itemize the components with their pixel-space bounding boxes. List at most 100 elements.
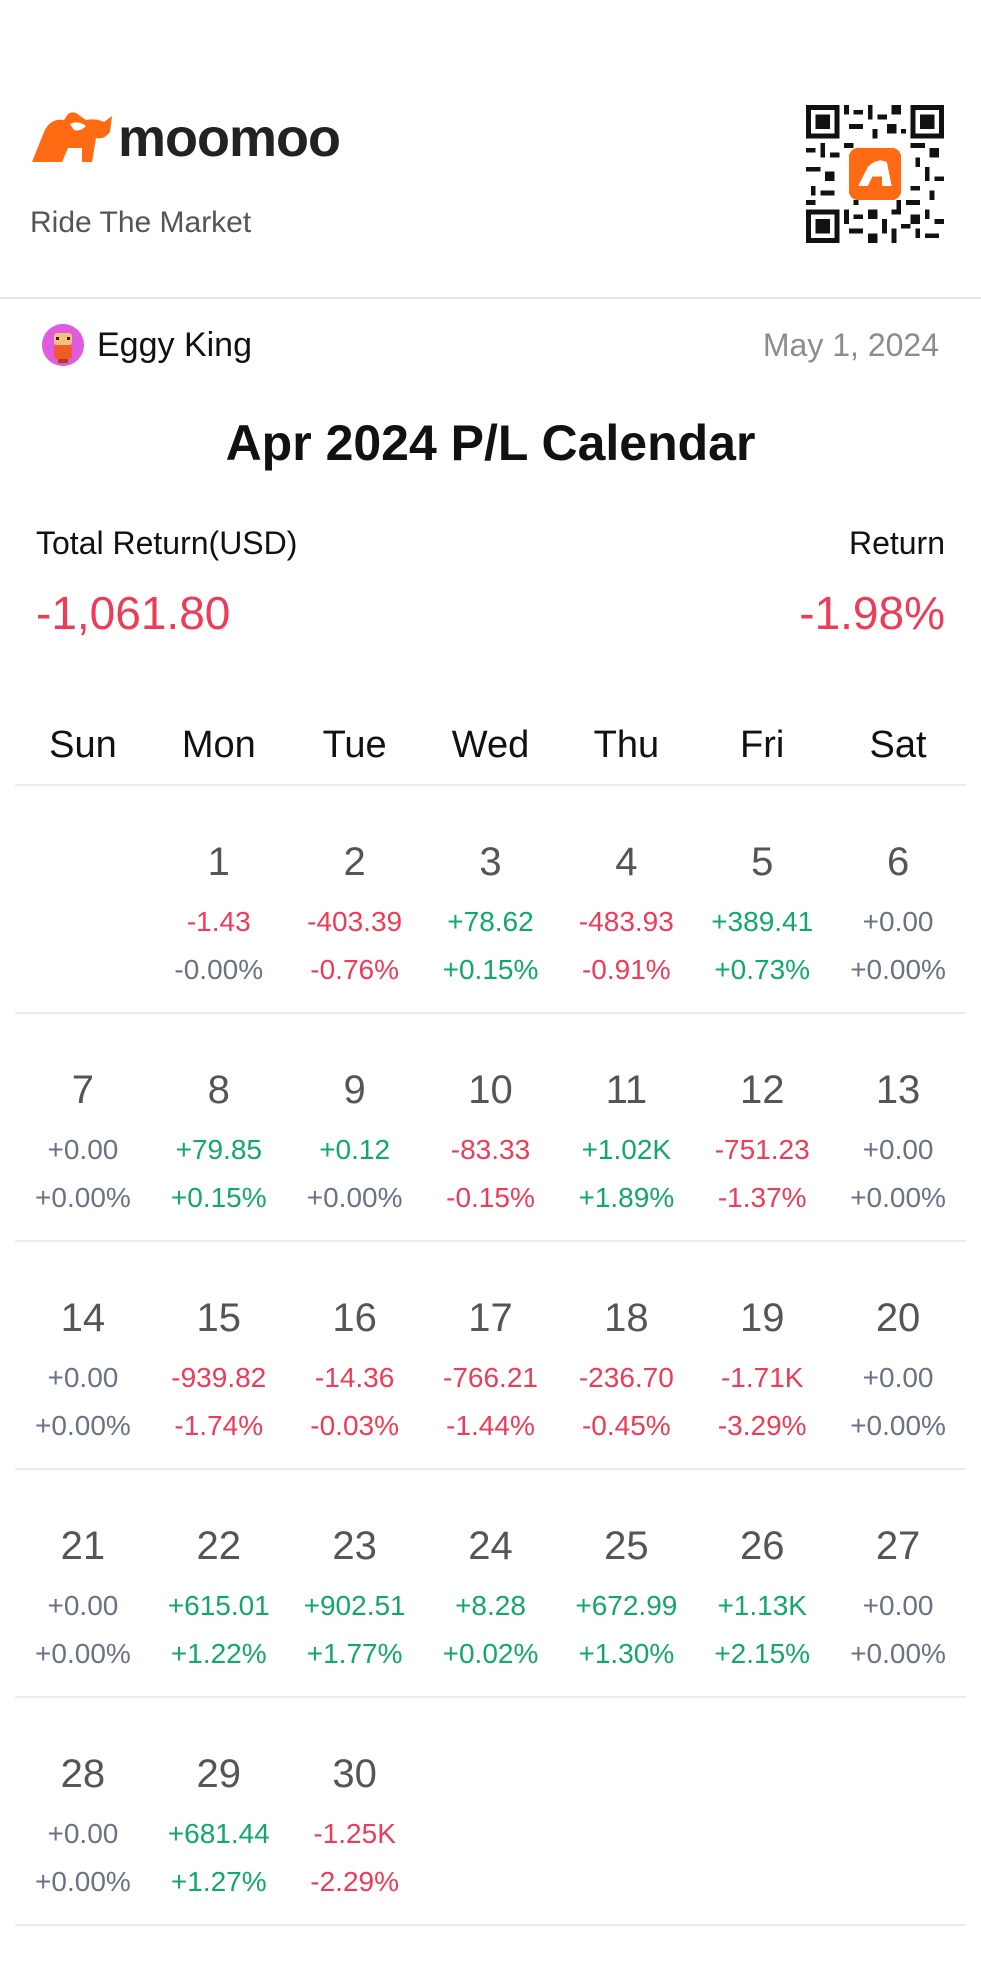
day-pl-amount: +0.00 xyxy=(862,1590,934,1621)
avatar-character-icon xyxy=(42,324,84,366)
day-number: 14 xyxy=(60,1296,106,1340)
day-pl-percent: -0.91% xyxy=(581,954,671,985)
brand-tagline: Ride The Market xyxy=(30,206,252,239)
day-pl-percent: +0.15% xyxy=(170,1182,267,1213)
day-pl-amount: +1.02K xyxy=(581,1134,672,1165)
day-number: 1 xyxy=(207,840,230,884)
calendar-day-cell[interactable]: 28 +0.00 +0.00% xyxy=(15,1698,151,1924)
weekday-mon: Mon xyxy=(181,724,256,766)
day-pl-percent: +1.27% xyxy=(170,1866,267,1897)
day-pl-percent: -1.44% xyxy=(446,1410,535,1441)
brand-name: moomoo xyxy=(118,108,341,168)
day-pl-percent: -3.29% xyxy=(717,1410,807,1441)
calendar-day-cell[interactable]: 23 +902.51 +1.77% xyxy=(287,1470,423,1696)
pl-calendar: Sun Mon Tue Wed Thu Fri Sat 1 -1.43 -0.00% 2 -403.… xyxy=(15,706,966,1926)
calendar-day-cell[interactable]: 26 +1.13K +2.15% xyxy=(694,1470,830,1696)
day-pl-percent: -0.76% xyxy=(310,954,399,985)
qr-code-icon xyxy=(806,105,944,243)
day-number: 18 xyxy=(604,1296,649,1340)
day-pl-amount: +672.99 xyxy=(575,1590,678,1621)
day-pl-amount: +78.62 xyxy=(447,906,534,937)
weekday-sun: Sun xyxy=(49,724,117,766)
day-number: 20 xyxy=(875,1296,921,1340)
calendar-day-cell[interactable]: 27 +0.00 +0.00% xyxy=(830,1470,966,1696)
calendar-day-cell[interactable]: 1 -1.43 -0.00% xyxy=(151,786,287,1012)
calendar-day-cell[interactable]: 29 +681.44 +1.27% xyxy=(151,1698,287,1924)
calendar-day-cell[interactable]: 17 -766.21 -1.44% xyxy=(423,1242,559,1468)
calendar-day-cell[interactable]: 15 -939.82 -1.74% xyxy=(151,1242,287,1468)
user-row: Eggy King May 1, 2024 xyxy=(0,320,981,370)
day-pl-percent: -1.37% xyxy=(717,1182,807,1213)
page-title: Apr 2024 P/L Calendar xyxy=(225,415,756,471)
day-pl-percent: +0.00% xyxy=(850,1182,946,1213)
report-date: May 1, 2024 xyxy=(762,327,939,363)
day-number: 29 xyxy=(196,1752,242,1796)
calendar-day-cell[interactable]: 2 -403.39 -0.76% xyxy=(287,786,423,1012)
day-number: 11 xyxy=(605,1068,648,1112)
calendar-day-cell[interactable]: 8 +79.85 +0.15% xyxy=(151,1014,287,1240)
avatar[interactable] xyxy=(42,324,84,366)
calendar-week-row: 14 +0.00 +0.00% 15 -939.82 -1.74% 16 -14.36 -0.0… xyxy=(15,1242,966,1470)
day-number: 28 xyxy=(60,1752,106,1796)
day-pl-percent: +0.00% xyxy=(306,1182,403,1213)
day-pl-percent: +1.30% xyxy=(578,1638,675,1669)
calendar-day-cell[interactable]: 14 +0.00 +0.00% xyxy=(15,1242,151,1468)
calendar-day-cell[interactable]: 9 +0.12 +0.00% xyxy=(287,1014,423,1240)
day-pl-amount: +0.00 xyxy=(47,1134,119,1165)
calendar-day-cell[interactable]: 21 +0.00 +0.00% xyxy=(15,1470,151,1696)
day-number: 4 xyxy=(615,840,638,884)
day-number: 30 xyxy=(332,1752,377,1796)
calendar-day-cell[interactable]: 25 +672.99 +1.30% xyxy=(558,1470,694,1696)
calendar-day-cell[interactable]: 24 +8.28 +0.02% xyxy=(423,1470,559,1696)
calendar-empty-cell xyxy=(830,1698,966,1924)
day-number: 12 xyxy=(739,1068,785,1112)
day-number: 16 xyxy=(332,1296,377,1340)
day-number: 7 xyxy=(71,1068,95,1112)
day-pl-amount: -14.36 xyxy=(314,1362,395,1393)
day-number: 8 xyxy=(207,1068,230,1112)
calendar-week-row: 1 -1.43 -0.00% 2 -403.39 -0.76% 3 +78.62 +0.15% 4… xyxy=(15,786,966,1014)
calendar-day-cell[interactable]: 19 -1.71K -3.29% xyxy=(694,1242,830,1468)
calendar-day-cell[interactable]: 30 -1.25K -2.29% xyxy=(287,1698,423,1924)
calendar-day-cell[interactable]: 18 -236.70 -0.45% xyxy=(558,1242,694,1468)
calendar-week-row: 28 +0.00 +0.00% 29 +681.44 +1.27% 30 -1.25K -2.2… xyxy=(15,1698,966,1926)
calendar-day-cell[interactable]: 11 +1.02K +1.89% xyxy=(558,1014,694,1240)
day-pl-percent: +0.15% xyxy=(442,954,539,985)
day-pl-amount: +389.41 xyxy=(711,906,814,937)
day-number: 26 xyxy=(739,1524,785,1568)
day-number: 3 xyxy=(479,840,502,884)
day-pl-percent: -0.15% xyxy=(446,1182,535,1213)
day-number: 9 xyxy=(343,1068,366,1112)
day-pl-amount: -1.71K xyxy=(720,1362,804,1393)
calendar-day-cell[interactable]: 6 +0.00 +0.00% xyxy=(830,786,966,1012)
calendar-day-cell[interactable]: 13 +0.00 +0.00% xyxy=(830,1014,966,1240)
day-pl-amount: +0.00 xyxy=(47,1818,119,1849)
calendar-day-cell[interactable]: 10 -83.33 -0.15% xyxy=(423,1014,559,1240)
day-number: 6 xyxy=(886,840,910,884)
calendar-empty-cell xyxy=(694,1698,830,1924)
day-pl-amount: -483.93 xyxy=(578,906,674,937)
day-pl-amount: +8.28 xyxy=(455,1590,526,1621)
calendar-day-cell[interactable]: 7 +0.00 +0.00% xyxy=(15,1014,151,1240)
day-pl-percent: +0.00% xyxy=(35,1182,131,1213)
calendar-day-cell[interactable]: 22 +615.01 +1.22% xyxy=(151,1470,287,1696)
weekday-header-row: Sun Mon Tue Wed Thu Fri Sat xyxy=(15,706,966,786)
day-pl-percent: +0.02% xyxy=(442,1638,539,1669)
day-pl-amount: +0.00 xyxy=(862,1362,934,1393)
calendar-day-cell[interactable]: 16 -14.36 -0.03% xyxy=(287,1242,423,1468)
day-pl-percent: +0.00% xyxy=(35,1410,131,1441)
day-pl-amount: +0.00 xyxy=(862,1134,934,1165)
day-pl-amount: -1.25K xyxy=(313,1818,396,1849)
day-number: 5 xyxy=(751,840,774,884)
total-return-value: -1,061.80 xyxy=(36,587,231,639)
calendar-day-cell[interactable]: 20 +0.00 +0.00% xyxy=(830,1242,966,1468)
calendar-day-cell[interactable]: 4 -483.93 -0.91% xyxy=(558,786,694,1012)
calendar-day-cell[interactable]: 5 +389.41 +0.73% xyxy=(694,786,830,1012)
calendar-day-cell[interactable]: 3 +78.62 +0.15% xyxy=(423,786,559,1012)
report-header: moomoo Ride The Market xyxy=(0,0,981,299)
day-pl-percent: -0.03% xyxy=(310,1410,399,1441)
calendar-day-cell[interactable]: 12 -751.23 -1.37% xyxy=(694,1014,830,1240)
day-pl-amount: -83.33 xyxy=(450,1134,531,1165)
day-pl-percent: +1.77% xyxy=(306,1638,403,1669)
weekday-thu: Thu xyxy=(593,724,660,766)
